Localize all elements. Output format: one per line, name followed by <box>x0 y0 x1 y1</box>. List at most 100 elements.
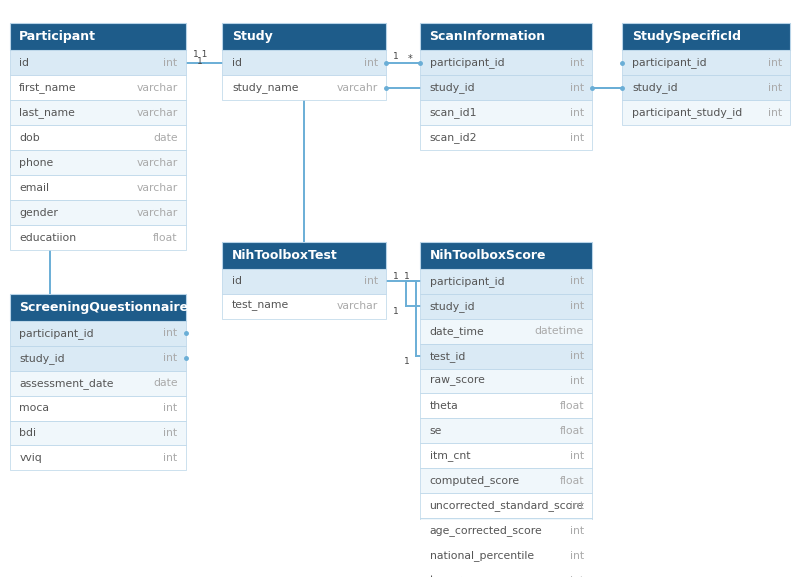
Text: int: int <box>163 453 178 463</box>
Text: int: int <box>570 83 584 93</box>
Text: assessment_date: assessment_date <box>19 378 114 388</box>
FancyBboxPatch shape <box>420 343 592 369</box>
Text: 1: 1 <box>403 272 410 280</box>
Text: varchar: varchar <box>136 83 178 93</box>
Text: int: int <box>570 501 584 511</box>
Text: float: float <box>559 426 584 436</box>
FancyBboxPatch shape <box>622 50 790 76</box>
Text: id: id <box>19 58 29 68</box>
Text: int: int <box>570 276 584 286</box>
FancyBboxPatch shape <box>10 24 186 50</box>
FancyBboxPatch shape <box>10 125 186 150</box>
FancyBboxPatch shape <box>420 443 592 469</box>
FancyBboxPatch shape <box>222 24 386 50</box>
Text: uncorrected_standard_score: uncorrected_standard_score <box>430 500 584 511</box>
Text: last_name: last_name <box>19 107 75 118</box>
Text: int: int <box>163 403 178 413</box>
Text: phone: phone <box>19 158 54 168</box>
FancyBboxPatch shape <box>10 370 186 396</box>
FancyBboxPatch shape <box>10 150 186 175</box>
Text: int: int <box>570 376 584 386</box>
Text: ScreeningQuestionnaire: ScreeningQuestionnaire <box>19 301 188 314</box>
Text: int: int <box>364 276 378 286</box>
Text: id: id <box>232 58 242 68</box>
Text: int: int <box>570 550 584 561</box>
Text: t_score: t_score <box>430 575 469 577</box>
FancyBboxPatch shape <box>10 321 186 346</box>
Text: study_id: study_id <box>19 353 65 364</box>
Text: itm_cnt: itm_cnt <box>430 451 470 462</box>
FancyBboxPatch shape <box>10 294 186 321</box>
Text: participant_id: participant_id <box>19 328 94 339</box>
Text: id: id <box>232 276 242 286</box>
Text: int: int <box>570 133 584 143</box>
Text: study_id: study_id <box>632 83 678 93</box>
Text: *: * <box>408 54 413 63</box>
FancyBboxPatch shape <box>10 50 186 76</box>
Text: float: float <box>559 476 584 486</box>
FancyBboxPatch shape <box>420 269 592 294</box>
FancyBboxPatch shape <box>222 269 386 294</box>
Text: StudySpecificId: StudySpecificId <box>632 31 741 43</box>
Text: NihToolboxTest: NihToolboxTest <box>232 249 338 262</box>
Text: gender: gender <box>19 208 58 218</box>
Text: 1 1: 1 1 <box>193 50 207 58</box>
Text: int: int <box>570 451 584 461</box>
Text: int: int <box>768 108 782 118</box>
FancyBboxPatch shape <box>420 518 592 543</box>
FancyBboxPatch shape <box>420 568 592 577</box>
Text: varchar: varchar <box>337 301 378 311</box>
Text: 1: 1 <box>393 51 399 61</box>
Text: 1: 1 <box>403 357 410 366</box>
FancyBboxPatch shape <box>222 242 386 269</box>
FancyBboxPatch shape <box>622 100 790 125</box>
Text: int: int <box>163 58 178 68</box>
FancyBboxPatch shape <box>420 369 592 394</box>
Text: float: float <box>153 233 178 242</box>
FancyBboxPatch shape <box>420 76 592 100</box>
FancyBboxPatch shape <box>10 445 186 470</box>
Text: int: int <box>768 58 782 68</box>
Text: int: int <box>364 58 378 68</box>
FancyBboxPatch shape <box>420 125 592 150</box>
Text: email: email <box>19 183 50 193</box>
Text: int: int <box>570 301 584 311</box>
Text: 1: 1 <box>197 57 203 66</box>
Text: datetime: datetime <box>534 326 584 336</box>
Text: study_id: study_id <box>430 83 475 93</box>
Text: test_name: test_name <box>232 301 290 312</box>
Text: varchar: varchar <box>136 158 178 168</box>
Text: int: int <box>570 576 584 577</box>
FancyBboxPatch shape <box>10 100 186 125</box>
FancyBboxPatch shape <box>420 24 592 50</box>
Text: int: int <box>570 58 584 68</box>
Text: study_id: study_id <box>430 301 475 312</box>
Text: ScanInformation: ScanInformation <box>430 31 546 43</box>
Text: scan_id2: scan_id2 <box>430 132 477 143</box>
Text: varchar: varchar <box>136 208 178 218</box>
Text: int: int <box>163 328 178 338</box>
FancyBboxPatch shape <box>622 24 790 50</box>
Text: varchar: varchar <box>136 108 178 118</box>
Text: participant_study_id: participant_study_id <box>632 107 742 118</box>
FancyBboxPatch shape <box>10 421 186 445</box>
FancyBboxPatch shape <box>222 50 386 76</box>
Text: float: float <box>559 401 584 411</box>
Text: Study: Study <box>232 31 273 43</box>
Text: Participant: Participant <box>19 31 96 43</box>
Text: age_corrected_score: age_corrected_score <box>430 525 542 536</box>
Text: computed_score: computed_score <box>430 475 520 486</box>
Text: int: int <box>163 428 178 438</box>
FancyBboxPatch shape <box>10 175 186 200</box>
Text: bdi: bdi <box>19 428 36 438</box>
FancyBboxPatch shape <box>10 396 186 421</box>
Text: scan_id1: scan_id1 <box>430 107 477 118</box>
Text: educatiion: educatiion <box>19 233 76 242</box>
Text: int: int <box>570 108 584 118</box>
FancyBboxPatch shape <box>420 294 592 319</box>
FancyBboxPatch shape <box>420 319 592 343</box>
FancyBboxPatch shape <box>420 242 592 269</box>
FancyBboxPatch shape <box>420 50 592 76</box>
Text: 1: 1 <box>393 307 399 316</box>
Text: date: date <box>153 133 178 143</box>
